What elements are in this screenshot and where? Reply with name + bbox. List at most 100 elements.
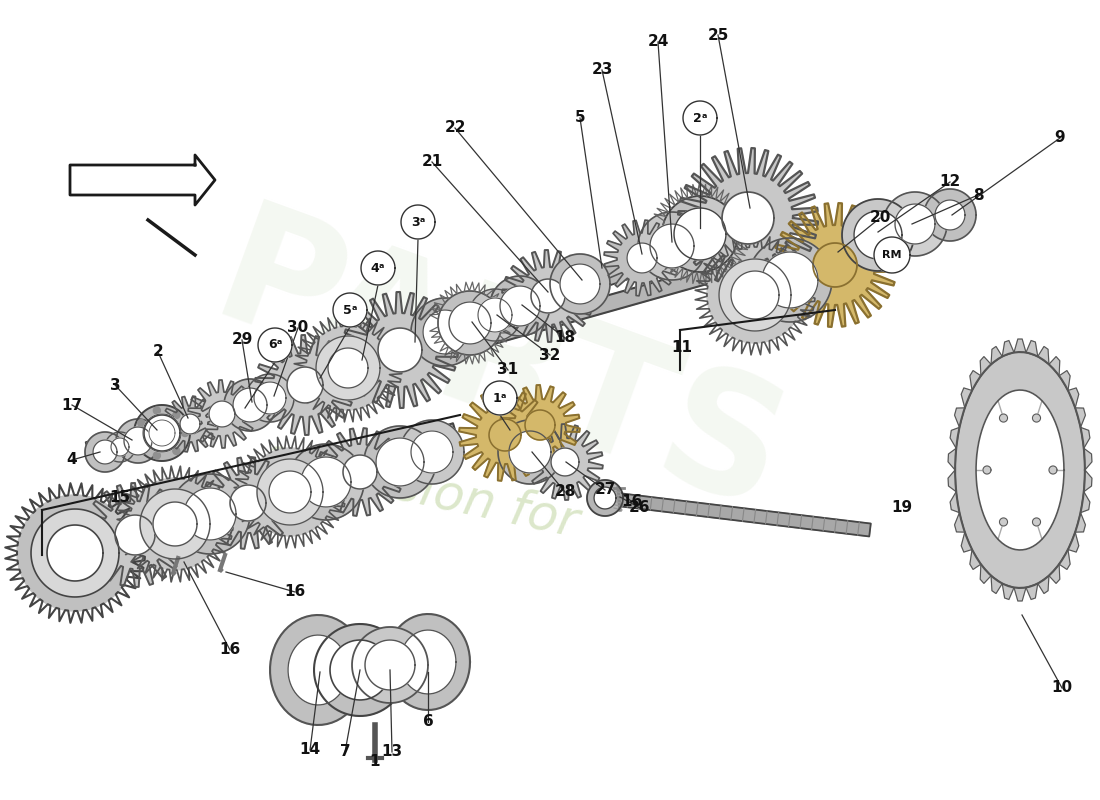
- Polygon shape: [597, 249, 663, 287]
- Text: 19: 19: [891, 501, 913, 515]
- Polygon shape: [961, 388, 972, 408]
- Polygon shape: [707, 247, 803, 343]
- Polygon shape: [1002, 341, 1014, 357]
- Polygon shape: [411, 298, 478, 366]
- Polygon shape: [1075, 408, 1086, 427]
- Polygon shape: [116, 515, 155, 555]
- Polygon shape: [104, 432, 135, 462]
- Circle shape: [1033, 414, 1041, 422]
- Polygon shape: [364, 426, 436, 498]
- Polygon shape: [184, 488, 236, 540]
- Text: a passion for: a passion for: [257, 433, 582, 547]
- Polygon shape: [361, 251, 395, 285]
- Circle shape: [983, 466, 991, 474]
- Text: 23: 23: [592, 62, 613, 78]
- Polygon shape: [162, 396, 218, 452]
- Polygon shape: [604, 220, 680, 296]
- Polygon shape: [301, 457, 351, 507]
- Polygon shape: [955, 352, 1085, 588]
- Polygon shape: [970, 550, 981, 570]
- Polygon shape: [316, 428, 404, 516]
- Polygon shape: [732, 271, 779, 319]
- Polygon shape: [1068, 532, 1079, 552]
- Polygon shape: [365, 640, 415, 690]
- Polygon shape: [604, 491, 871, 537]
- Polygon shape: [525, 410, 556, 440]
- Text: 10: 10: [1052, 681, 1072, 695]
- Polygon shape: [935, 200, 965, 230]
- Polygon shape: [678, 148, 818, 288]
- Polygon shape: [478, 298, 512, 332]
- Polygon shape: [500, 286, 540, 326]
- Text: 25: 25: [707, 27, 728, 42]
- Polygon shape: [991, 576, 1002, 594]
- Circle shape: [138, 439, 145, 446]
- Polygon shape: [551, 448, 579, 476]
- Polygon shape: [188, 380, 256, 448]
- Polygon shape: [333, 293, 367, 327]
- Text: 24: 24: [647, 34, 669, 50]
- Text: 15: 15: [109, 490, 131, 506]
- Text: 5: 5: [574, 110, 585, 126]
- Polygon shape: [1014, 339, 1026, 353]
- Polygon shape: [498, 420, 562, 484]
- Polygon shape: [144, 415, 180, 451]
- Text: 17: 17: [62, 398, 82, 413]
- Polygon shape: [955, 513, 965, 532]
- Polygon shape: [948, 448, 956, 470]
- Text: 4: 4: [67, 453, 77, 467]
- Text: 16: 16: [621, 494, 642, 510]
- Polygon shape: [970, 370, 981, 390]
- Text: 20: 20: [869, 210, 891, 226]
- Polygon shape: [1026, 583, 1037, 599]
- Polygon shape: [955, 408, 965, 427]
- Polygon shape: [129, 478, 221, 570]
- Text: 22: 22: [444, 121, 465, 135]
- Polygon shape: [1014, 587, 1026, 601]
- Polygon shape: [330, 640, 390, 700]
- Polygon shape: [490, 276, 550, 336]
- Polygon shape: [509, 431, 551, 473]
- Polygon shape: [773, 203, 896, 327]
- Polygon shape: [874, 237, 910, 273]
- Text: 9: 9: [1055, 130, 1065, 146]
- Polygon shape: [47, 525, 103, 581]
- Polygon shape: [719, 259, 791, 331]
- Text: 26: 26: [629, 501, 651, 515]
- Polygon shape: [271, 615, 366, 725]
- Polygon shape: [531, 279, 565, 313]
- Polygon shape: [316, 336, 380, 400]
- Polygon shape: [527, 424, 603, 500]
- Polygon shape: [1037, 346, 1049, 364]
- Polygon shape: [400, 420, 464, 484]
- Polygon shape: [376, 438, 424, 486]
- Circle shape: [173, 447, 179, 454]
- Polygon shape: [40, 423, 456, 562]
- Polygon shape: [1002, 583, 1014, 599]
- Polygon shape: [270, 471, 311, 513]
- Text: 14: 14: [299, 742, 320, 758]
- Text: 29: 29: [231, 333, 253, 347]
- Polygon shape: [587, 480, 623, 516]
- Polygon shape: [950, 492, 959, 513]
- Polygon shape: [246, 374, 294, 422]
- Text: 16: 16: [285, 585, 306, 599]
- Circle shape: [1000, 414, 1008, 422]
- Text: 21: 21: [421, 154, 442, 170]
- Polygon shape: [314, 624, 406, 716]
- Polygon shape: [1049, 357, 1059, 376]
- Text: 16: 16: [219, 642, 241, 658]
- Polygon shape: [638, 212, 706, 280]
- Circle shape: [1033, 518, 1041, 526]
- Polygon shape: [343, 455, 377, 489]
- Polygon shape: [674, 208, 726, 260]
- Text: 2ᵃ: 2ᵃ: [693, 111, 707, 125]
- Circle shape: [173, 411, 179, 418]
- Text: 6ᵃ: 6ᵃ: [267, 338, 283, 351]
- Polygon shape: [257, 459, 323, 525]
- Polygon shape: [85, 432, 125, 472]
- Polygon shape: [258, 328, 292, 362]
- Polygon shape: [948, 470, 956, 492]
- Text: 3ᵃ: 3ᵃ: [410, 215, 426, 229]
- Text: 11: 11: [671, 341, 693, 355]
